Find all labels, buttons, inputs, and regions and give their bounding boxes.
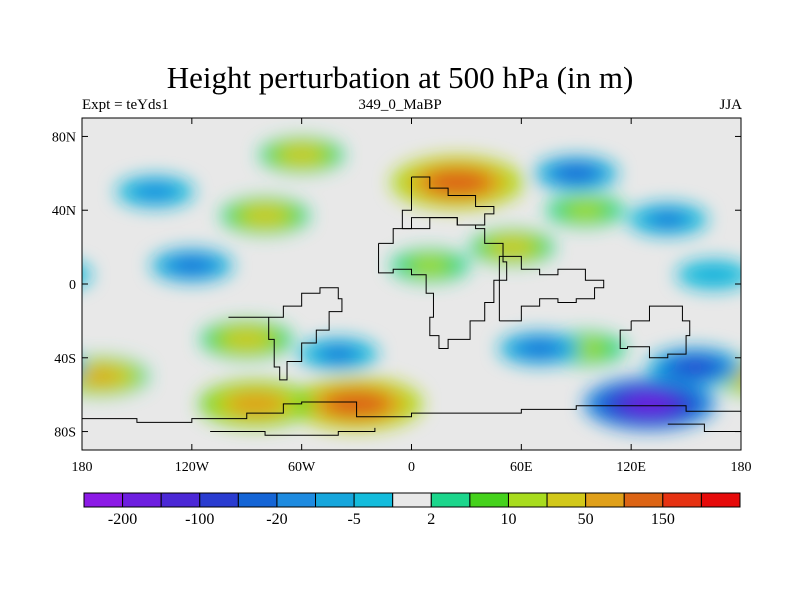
- x-tick-label: 60W: [288, 460, 316, 475]
- contour-fill: [743, 370, 775, 383]
- colorbar-swatch: [469, 492, 509, 508]
- contour-fill: [250, 209, 280, 222]
- anomaly-center: [546, 194, 625, 226]
- colorbar-swatch: [276, 492, 317, 508]
- contour-fill: [82, 361, 85, 373]
- colorbar-swatch: [392, 492, 432, 508]
- coastline-path: [82, 401, 741, 423]
- contour-fill: [82, 264, 92, 285]
- anomaly-center: [627, 203, 708, 236]
- contour-fill: [562, 167, 591, 179]
- anomaly-center: [298, 338, 379, 371]
- contour-fill: [178, 260, 206, 272]
- contour-fill: [142, 186, 169, 197]
- contour-fill: [237, 396, 275, 412]
- anomaly-center: [498, 332, 581, 365]
- contour-fill: [82, 269, 86, 281]
- contour-fill: [231, 333, 263, 346]
- colorbar-label: 50: [578, 511, 594, 528]
- colorbar-label: -200: [108, 511, 137, 528]
- colorbar-swatch: [430, 492, 471, 508]
- colorbar: -200 -100 -20 -5 2 10 50 150: [83, 492, 741, 528]
- contour-fill: [654, 214, 682, 225]
- anomaly-center: [390, 249, 469, 282]
- experiment-label: Expt = teYds1: [82, 97, 169, 113]
- colorbar-swatch: [122, 492, 162, 508]
- y-tick-label: 0: [69, 278, 76, 293]
- coastline-path: [498, 255, 605, 322]
- anomaly-center: [199, 381, 312, 427]
- colorbar-swatch: [623, 492, 664, 508]
- anomaly-center: [391, 156, 524, 209]
- contour-fill: [701, 269, 726, 280]
- colorbar-swatch: [700, 492, 741, 508]
- anomaly-center: [116, 176, 195, 208]
- coastline-path: [619, 305, 691, 359]
- contour-fill: [679, 360, 712, 374]
- contour-fill: [572, 205, 599, 216]
- contour-fill: [20, 361, 52, 374]
- colorbar-swatch: [353, 492, 394, 508]
- coastlines: [82, 176, 741, 436]
- contour-fill: [287, 149, 316, 161]
- season-label: JJA: [719, 97, 742, 113]
- contour-fill: [36, 267, 73, 282]
- coastline-path: [667, 423, 741, 433]
- colorbar-label: -20: [266, 511, 287, 528]
- x-tick-label: 180: [72, 460, 93, 475]
- colorbar-label: 150: [651, 511, 675, 528]
- contour-fill: [42, 270, 67, 280]
- y-tick-label: 40N: [52, 204, 76, 219]
- anomaly-center: [470, 230, 555, 264]
- colorbar-swatch: [315, 492, 355, 508]
- colorbar-swatch: [83, 492, 124, 508]
- contour-fill: [498, 241, 527, 253]
- x-tick-label: 120E: [616, 460, 646, 475]
- contour-fill: [84, 369, 117, 383]
- colorbar-swatch: [237, 492, 278, 508]
- contour-fill: [12, 357, 60, 376]
- contour-fill: [324, 348, 352, 360]
- colorbar-label: 2: [427, 511, 435, 528]
- contour-fill: [735, 370, 741, 383]
- y-tick-label: 40S: [54, 352, 76, 367]
- x-tick-label: 120W: [175, 460, 210, 475]
- colorbar-swatch: [546, 492, 587, 508]
- colorbar-swatch: [160, 492, 201, 508]
- anomaly-center: [200, 320, 293, 358]
- coastline-path: [228, 287, 343, 381]
- colorbar-swatch: [585, 492, 625, 508]
- x-tick-label: 0: [408, 460, 415, 475]
- map-area: [12, 118, 775, 450]
- y-tick-label: 80S: [54, 426, 76, 441]
- contour-fill: [525, 343, 554, 355]
- coastline-path: [210, 427, 376, 436]
- colorbar-label: 10: [500, 511, 516, 528]
- anomaly-center: [36, 259, 741, 290]
- anomaly-center: [221, 198, 310, 234]
- x-tick-label: 180: [731, 460, 752, 475]
- anomaly-center: [534, 156, 619, 191]
- colorbar-label: -100: [185, 511, 214, 528]
- colorbar-label: -5: [347, 511, 360, 528]
- anomaly-center: [583, 377, 716, 431]
- contour-fill: [435, 173, 480, 192]
- x-tick-label: 60E: [510, 460, 533, 475]
- colorbar-swatch: [199, 492, 239, 508]
- contour-fill: [627, 395, 672, 413]
- anomaly-center: [150, 249, 233, 282]
- y-tick-label: 80N: [52, 130, 76, 145]
- contour-fill: [416, 260, 443, 271]
- chart-title: Height perturbation at 500 hPa (in m): [166, 60, 634, 95]
- anomaly-center: [259, 138, 344, 172]
- colorbar-swatch: [507, 492, 548, 508]
- coastline-path: [378, 217, 508, 350]
- anomaly-center: [12, 347, 741, 387]
- time-label: 349_0_MaBP: [358, 97, 442, 113]
- colorbar-swatch: [662, 492, 702, 508]
